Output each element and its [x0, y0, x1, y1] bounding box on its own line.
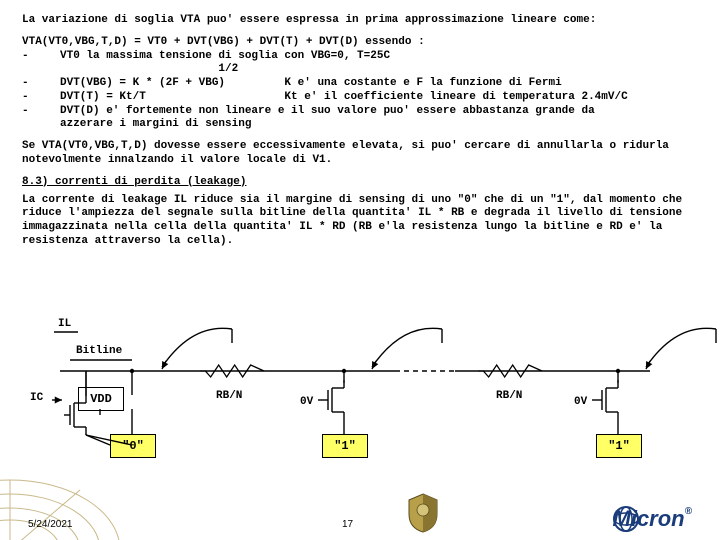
shield-icon	[405, 492, 441, 534]
circuit-diagram	[0, 0, 720, 540]
footer-page: 17	[342, 519, 353, 530]
footer-date: 5/24/2021	[28, 519, 73, 530]
micron-logo: Micron®	[613, 506, 693, 532]
